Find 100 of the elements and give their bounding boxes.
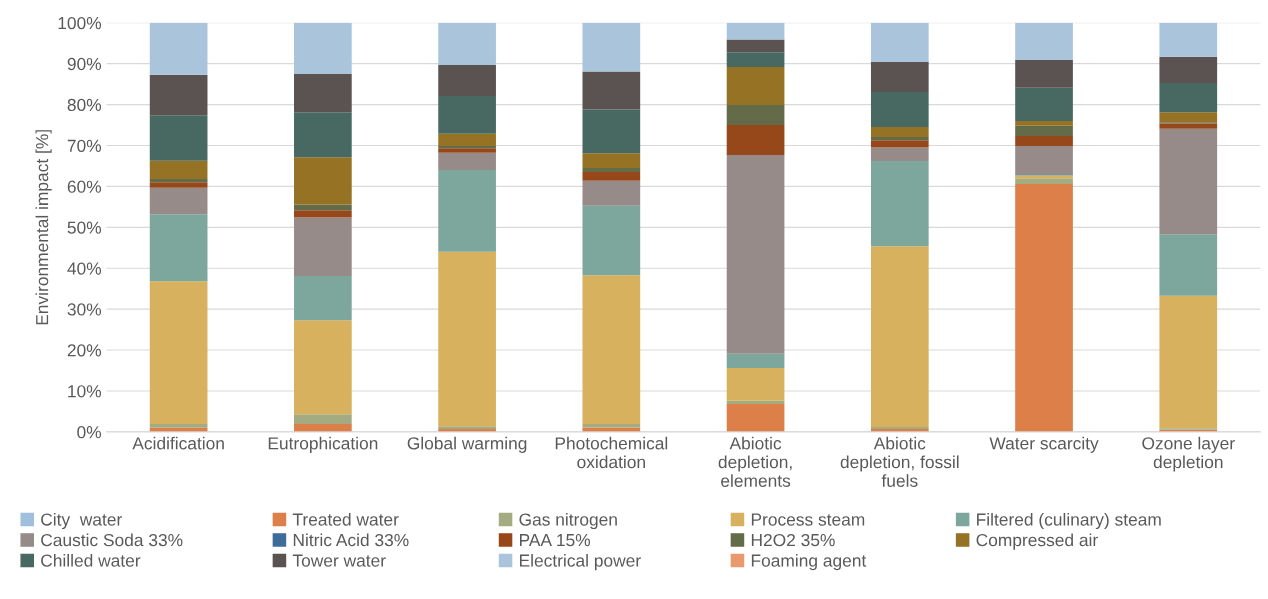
- x-tick-label: Water scarcity: [989, 436, 1099, 453]
- bar: [726, 52, 785, 67]
- bar: [870, 91, 929, 128]
- y-tick-label: 30%: [67, 303, 102, 316]
- bar: [294, 414, 352, 425]
- bar: [1015, 87, 1073, 121]
- bar: [726, 39, 785, 53]
- bar: [294, 217, 352, 277]
- bar: [1159, 112, 1218, 123]
- bar: [438, 22, 496, 65]
- bar: [726, 353, 785, 369]
- bar: [1015, 136, 1073, 146]
- bar: [1015, 120, 1073, 126]
- bar: [582, 424, 641, 428]
- bar: [294, 210, 352, 218]
- bar: [1015, 22, 1073, 60]
- y-tick-label: 100%: [58, 16, 102, 30]
- bar: [1159, 22, 1218, 57]
- bar: [1159, 56, 1218, 83]
- x-tick-label: Ozone layer depletion: [1142, 436, 1235, 472]
- legend-label: Foaming agent: [751, 553, 867, 571]
- legend-label: City water: [41, 512, 122, 530]
- bar: [149, 115, 208, 161]
- y-tick-label: 50%: [67, 221, 102, 234]
- bar: [438, 152, 496, 171]
- legend-label: Gas nitrogen: [519, 512, 617, 530]
- bar: [1015, 178, 1073, 184]
- bar: [149, 214, 208, 282]
- bar: [870, 140, 929, 148]
- bar: [1015, 145, 1073, 175]
- x-tick-label: Abiotic depletion, fossil fuels: [840, 436, 959, 487]
- legend-label: Tower water: [292, 554, 386, 567]
- bar: [294, 73, 352, 113]
- legend-label: PAA 15%: [519, 534, 591, 547]
- bar: [1159, 82, 1218, 113]
- bar: [726, 400, 785, 405]
- bar: [149, 22, 208, 75]
- bar: [726, 368, 785, 401]
- bar: [582, 180, 641, 206]
- legend-label: Treated water: [292, 512, 399, 526]
- bar: [582, 153, 641, 168]
- y-axis-title: Environmental impact [%]: [35, 130, 52, 325]
- legend-label: Nitric Acid 33%: [293, 533, 409, 547]
- bar: [1015, 183, 1073, 432]
- bar: [870, 22, 929, 63]
- bar: [438, 251, 496, 427]
- bar: [870, 62, 929, 92]
- bar: [726, 104, 785, 126]
- y-tick-label: 70%: [67, 139, 102, 152]
- y-tick-label: 0%: [77, 426, 102, 439]
- y-tick-label: 40%: [67, 262, 102, 275]
- bar: [582, 205, 641, 276]
- bar: [1159, 234, 1218, 296]
- bar: [582, 71, 641, 110]
- bar: [294, 276, 352, 321]
- bar: [294, 157, 352, 205]
- legend-label: Process steam: [751, 513, 865, 526]
- bar: [438, 64, 496, 96]
- bar: [438, 95, 496, 134]
- y-tick-label: 10%: [68, 385, 102, 398]
- x-tick-label: Global warming: [407, 436, 527, 453]
- bar: [149, 179, 208, 183]
- x-tick-label: Acidification: [132, 436, 224, 450]
- bar: [149, 74, 208, 116]
- bar: [1159, 295, 1218, 429]
- x-tick-label: Photochemical oxidation: [555, 436, 668, 469]
- bar: [294, 204, 352, 211]
- legend-label: Electrical power: [519, 553, 641, 571]
- bar: [870, 161, 929, 247]
- bar: [294, 112, 352, 158]
- bar: [1015, 59, 1073, 88]
- bar: [726, 66, 785, 105]
- bar: [1159, 128, 1218, 235]
- legend-label: H2O2 35%: [751, 533, 835, 547]
- bar: [1015, 125, 1073, 137]
- bar: [294, 22, 352, 74]
- legend-label: Chilled water: [41, 553, 141, 567]
- y-tick-label: 60%: [67, 180, 102, 193]
- bar: [438, 148, 496, 153]
- bar: [1159, 123, 1218, 129]
- bar: [149, 182, 208, 188]
- bar: [726, 154, 785, 354]
- bar: [149, 424, 208, 428]
- y-tick-label: 20%: [67, 344, 102, 357]
- x-tick-label: Abiotic depletion, elements: [718, 436, 792, 487]
- bar: [149, 281, 208, 425]
- bar: [149, 160, 208, 180]
- bar: [870, 127, 929, 137]
- bar: [726, 404, 785, 432]
- bar: [726, 22, 785, 40]
- bar: [582, 22, 641, 72]
- bar: [582, 168, 641, 173]
- bar: [870, 246, 929, 427]
- legend-label: Caustic Soda 33%: [41, 533, 183, 547]
- bar: [870, 147, 929, 162]
- bar: [582, 109, 641, 154]
- y-tick-label: 80%: [67, 98, 102, 112]
- y-tick-label: 90%: [67, 57, 102, 71]
- bar: [149, 187, 208, 215]
- bar: [870, 136, 929, 141]
